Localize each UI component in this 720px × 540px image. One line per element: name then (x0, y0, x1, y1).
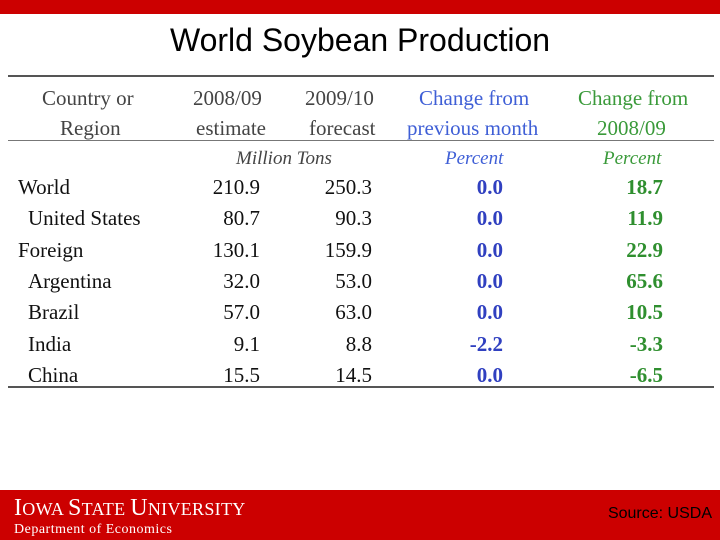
region-name: Argentina (28, 269, 112, 293)
header-divider (8, 140, 714, 141)
change-month-value: 0.0 (476, 175, 503, 199)
change-year-value: -3.3 (629, 332, 663, 356)
region-name: World (18, 175, 70, 199)
change-month-value: 0.0 (476, 363, 503, 387)
change-year-value: 11.9 (627, 206, 663, 230)
change-year-value: -6.5 (629, 363, 663, 387)
header-region-line1: Country or (42, 86, 134, 110)
footer-bar: IOWA STATE UNIVERSITY Department of Econ… (0, 490, 720, 540)
region-name: United States (28, 206, 141, 230)
university-logo: IOWA STATE UNIVERSITY (14, 495, 246, 521)
region-name: Foreign (18, 238, 84, 262)
change-month-value: -2.2 (469, 332, 503, 356)
forecast-value: 250.3 (324, 175, 372, 199)
region-name: Brazil (28, 300, 80, 324)
change-month-value: 0.0 (476, 269, 503, 293)
estimate-value: 210.9 (212, 175, 260, 199)
change-year-value: 65.6 (626, 269, 663, 293)
change-year-value: 10.5 (626, 300, 663, 324)
estimate-value: 130.1 (212, 238, 260, 262)
estimate-value: 80.7 (223, 206, 260, 230)
header-change-month-line1: Change from (419, 86, 530, 110)
change-year-value: 22.9 (626, 238, 663, 262)
forecast-value: 53.0 (335, 269, 372, 293)
top-accent-bar (0, 0, 720, 14)
header-estimate-line1: 2008/09 (193, 86, 262, 110)
header-estimate-line2: estimate (196, 116, 266, 140)
forecast-value: 8.8 (345, 332, 372, 356)
forecast-value: 159.9 (324, 238, 372, 262)
change-year-value: 18.7 (626, 175, 663, 199)
header-forecast-line1: 2009/10 (305, 86, 374, 110)
unit-percent-year: Percent (603, 148, 662, 169)
table-bottom-rule (8, 386, 714, 388)
estimate-value: 32.0 (223, 269, 260, 293)
forecast-value: 90.3 (335, 206, 372, 230)
header-forecast-line2: forecast (309, 116, 376, 140)
estimate-value: 57.0 (223, 300, 260, 324)
change-month-value: 0.0 (476, 206, 503, 230)
header-change-month-line2: previous month (407, 116, 539, 140)
unit-percent-month: Percent (445, 148, 504, 169)
slide-title: World Soybean Production (169, 22, 551, 58)
table-top-rule (8, 75, 714, 77)
source-note: Source: USDA (607, 505, 712, 522)
unit-million-tons: Million Tons (236, 148, 332, 169)
forecast-value: 63.0 (335, 300, 372, 324)
forecast-value: 14.5 (335, 363, 372, 387)
region-name: India (28, 332, 72, 356)
estimate-value: 9.1 (233, 332, 260, 356)
header-change-year-line1: Change from (578, 86, 689, 110)
change-month-value: 0.0 (476, 238, 503, 262)
department-name: Department of Economics (14, 522, 173, 537)
change-month-value: 0.0 (476, 300, 503, 324)
header-change-year-line2: 2008/09 (597, 116, 666, 140)
header-region-line2: Region (60, 116, 121, 140)
estimate-value: 15.5 (223, 363, 260, 387)
region-name: China (28, 363, 79, 387)
